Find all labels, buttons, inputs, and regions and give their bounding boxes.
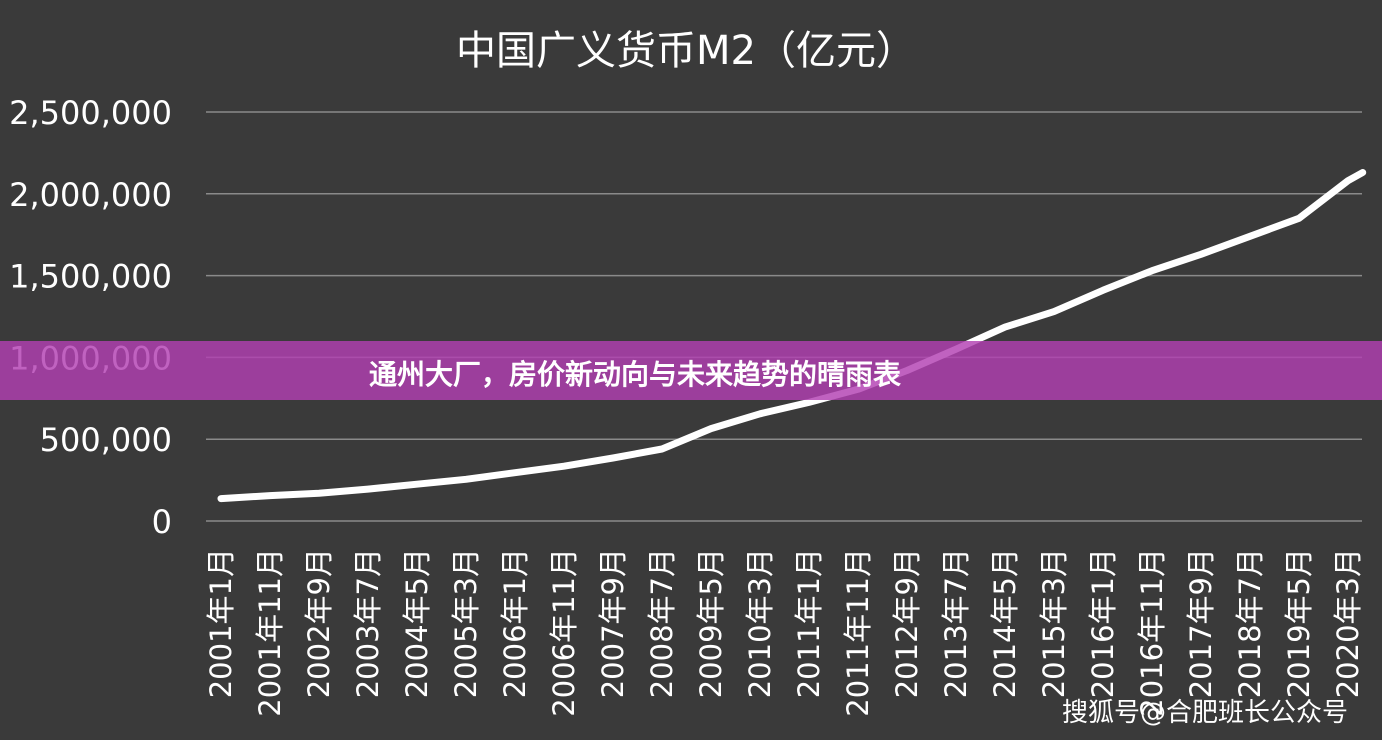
x-tick-label: 2001年11月 <box>253 548 287 717</box>
x-tick-label: 2013年7月 <box>939 548 973 698</box>
x-tick-label: 2009年5月 <box>694 548 728 698</box>
x-tick-label: 2007年9月 <box>596 548 630 698</box>
data-point <box>708 425 714 432</box>
x-tick-label: 2012年9月 <box>890 548 924 698</box>
data-point <box>610 455 616 461</box>
x-tick-label: 2016年11月 <box>1135 548 1169 717</box>
data-point <box>1359 169 1366 176</box>
data-point <box>267 492 273 499</box>
y-axis-ticks: 0500,0001,000,0001,500,0002,000,0002,500… <box>9 94 172 541</box>
gridlines <box>206 111 1362 522</box>
data-point <box>365 486 371 493</box>
data-point <box>218 495 224 502</box>
data-point <box>1100 287 1106 294</box>
x-tick-label: 2017年9月 <box>1184 548 1218 698</box>
x-tick-label: 2006年11月 <box>547 548 581 717</box>
data-point <box>1051 308 1057 315</box>
x-tick-label: 2004年5月 <box>400 548 434 698</box>
series-layer <box>217 169 1367 503</box>
banner-title: 通州大厂，房价新动向与未来趋势的晴雨表 <box>369 358 902 391</box>
x-tick-label: 2014年5月 <box>988 548 1022 698</box>
x-tick-label: 2016年1月 <box>1086 548 1120 698</box>
data-point <box>1002 324 1008 331</box>
x-tick-label: 2011年11月 <box>841 548 875 717</box>
x-tick-label: 2015年3月 <box>1037 548 1071 698</box>
data-point <box>757 410 763 417</box>
data-point <box>414 481 420 488</box>
y-tick-label: 0 <box>152 503 172 541</box>
data-point <box>512 469 518 476</box>
data-point <box>806 399 812 406</box>
data-point <box>463 476 469 483</box>
data-point <box>1149 267 1155 274</box>
watermark-text: 搜狐号@合肥班长公众号 <box>1061 698 1348 728</box>
x-tick-label: 2003年7月 <box>351 548 385 698</box>
y-tick-label: 1,500,000 <box>9 258 172 296</box>
y-tick-label: 500,000 <box>40 421 172 459</box>
x-tick-label: 2020年3月 <box>1331 548 1365 698</box>
y-tick-label: 2,000,000 <box>9 176 172 214</box>
chart-title: 中国广义货币M2（亿元） <box>456 28 916 74</box>
x-tick-label: 2019年5月 <box>1282 548 1316 698</box>
data-point <box>561 463 567 470</box>
data-point <box>316 490 322 497</box>
data-point <box>1198 251 1204 258</box>
x-tick-label: 2008年7月 <box>645 548 679 698</box>
x-axis-ticks: 2001年1月 2001年11月 2002年9月 2003年7月 2004年5月 2005… <box>204 548 1365 717</box>
x-tick-label: 2002年9月 <box>302 548 336 698</box>
series-line <box>217 169 1367 503</box>
data-point <box>1296 215 1302 222</box>
data-point <box>659 446 665 452</box>
x-tick-label: 2011年1月 <box>792 548 826 698</box>
x-tick-label: 2010年3月 <box>743 548 777 698</box>
x-tick-label: 2005年3月 <box>449 548 483 698</box>
data-point <box>1345 177 1351 184</box>
title-banner <box>0 341 1382 400</box>
data-point <box>1247 233 1253 240</box>
x-tick-label: 2006年1月 <box>498 548 532 698</box>
y-tick-label: 2,500,000 <box>9 94 172 132</box>
x-tick-label: 2001年1月 <box>204 548 238 698</box>
x-tick-label: 2018年7月 <box>1233 548 1267 698</box>
